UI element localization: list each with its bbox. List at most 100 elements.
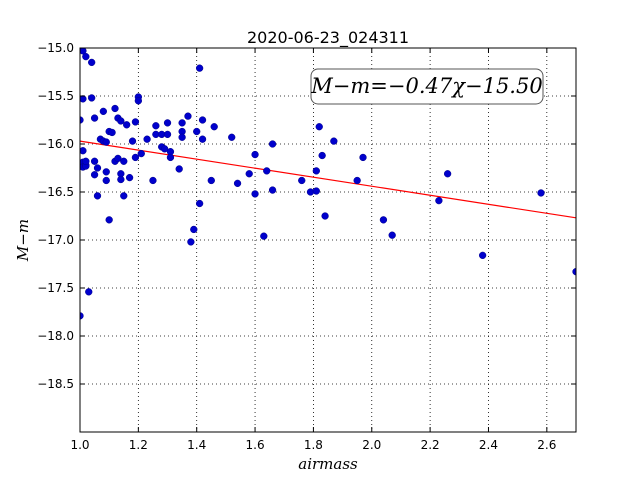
data-point	[80, 312, 84, 320]
data-point	[388, 231, 396, 239]
data-point	[108, 128, 116, 137]
data-point	[149, 176, 157, 185]
data-point	[190, 225, 198, 234]
data-point	[152, 122, 160, 130]
y-axis-label: M−m	[14, 219, 32, 262]
data-point	[268, 186, 277, 194]
data-point	[198, 135, 207, 143]
x-tick-label: 2.6	[537, 438, 556, 452]
axis-ticks: 1.0 1.2 1.4 1.6 1.8 2.0 2.2 2.4 2.6 −15.0 −15.5 −16…	[37, 41, 576, 452]
data-point	[268, 140, 277, 148]
data-point	[166, 153, 175, 162]
data-point	[88, 94, 96, 102]
data-point	[82, 157, 90, 165]
data-point	[102, 168, 110, 176]
x-tick-label: 2.0	[362, 438, 381, 452]
data-points	[80, 48, 576, 320]
data-point	[184, 112, 192, 120]
data-point	[233, 179, 242, 188]
data-point	[443, 170, 452, 178]
y-tick-label: −17.0	[37, 233, 74, 247]
y-tick-label: −15.5	[37, 89, 74, 103]
x-tick-label: 2.4	[479, 438, 498, 452]
data-point	[251, 150, 259, 159]
data-point	[99, 107, 107, 116]
data-point	[80, 147, 87, 155]
data-point	[134, 97, 143, 105]
fit-equation-text: M−m=−0.47χ−15.50	[310, 74, 542, 98]
data-point	[114, 154, 122, 163]
data-point	[102, 138, 110, 146]
data-point	[93, 164, 102, 172]
data-point	[163, 130, 172, 139]
annotation-box	[310, 68, 544, 105]
data-point	[80, 116, 84, 124]
data-point	[93, 192, 102, 200]
y-tick-label: −15.0	[37, 41, 74, 55]
data-point	[102, 176, 110, 185]
data-point	[131, 153, 140, 162]
data-point	[198, 116, 207, 124]
data-point	[120, 157, 128, 165]
data-point	[137, 149, 145, 158]
data-point	[80, 48, 87, 55]
data-point	[359, 153, 367, 162]
data-point	[117, 117, 125, 125]
data-point	[263, 167, 271, 175]
y-tick-label: −17.5	[37, 281, 74, 295]
x-tick-label: 1.4	[187, 438, 206, 452]
data-point	[123, 121, 131, 129]
x-tick-label: 1.0	[70, 438, 89, 452]
data-point	[260, 232, 268, 240]
data-point	[120, 192, 128, 200]
data-point	[85, 288, 93, 296]
data-point	[160, 145, 169, 153]
data-point	[312, 167, 320, 175]
data-point	[537, 189, 545, 197]
data-point	[245, 170, 253, 178]
y-tick-label: −18.0	[37, 329, 74, 343]
data-point	[195, 64, 204, 72]
data-point	[128, 137, 137, 145]
data-point	[379, 216, 388, 224]
data-point	[478, 251, 487, 260]
fit-line-layer	[79, 140, 577, 219]
data-point	[318, 151, 326, 160]
data-point	[90, 171, 99, 179]
data-point	[178, 119, 186, 127]
fit-equation-annotation: M−m=−0.47χ−15.50	[310, 68, 544, 105]
data-point	[207, 176, 215, 185]
data-point	[82, 52, 90, 61]
x-tick-label: 1.8	[304, 438, 323, 452]
data-point	[228, 133, 236, 141]
data-point	[117, 175, 125, 184]
data-point	[143, 135, 151, 143]
x-axis-label: airmass	[298, 455, 358, 473]
y-tick-label: −16.0	[37, 137, 74, 151]
data-point	[111, 104, 119, 113]
data-point	[353, 176, 361, 185]
data-point	[330, 137, 338, 145]
data-point	[321, 212, 329, 220]
data-point	[193, 127, 201, 136]
fit-line	[79, 140, 577, 219]
data-point	[80, 95, 87, 103]
x-tick-label: 1.2	[129, 438, 148, 452]
y-tick-label: −16.5	[37, 185, 74, 199]
data-point	[195, 199, 204, 208]
data-point	[90, 157, 99, 165]
data-point	[210, 123, 218, 131]
x-tick-label: 1.6	[246, 438, 265, 452]
data-point	[251, 190, 259, 198]
data-point	[178, 133, 186, 141]
data-point	[312, 187, 320, 195]
data-point	[125, 173, 134, 182]
data-point	[435, 196, 443, 205]
x-tick-label: 2.2	[421, 438, 440, 452]
data-point	[298, 176, 306, 185]
data-point	[163, 119, 172, 127]
chart-title: 2020-06-23_024311	[247, 28, 409, 48]
data-point	[131, 118, 140, 126]
grid-lines	[79, 47, 576, 432]
